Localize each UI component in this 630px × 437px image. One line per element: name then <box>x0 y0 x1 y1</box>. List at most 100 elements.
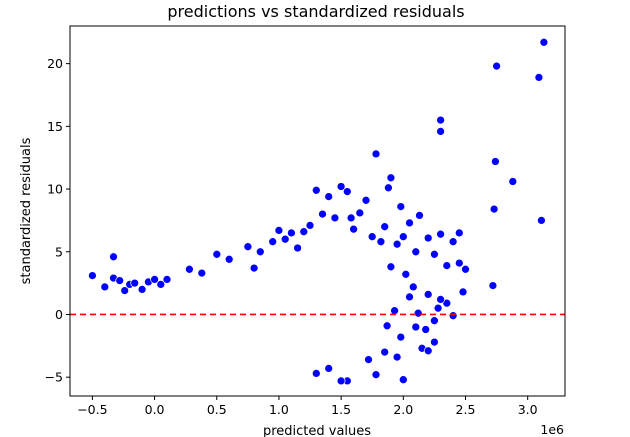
plot-frame <box>69 25 566 397</box>
data-point <box>413 308 423 318</box>
data-point <box>436 229 445 239</box>
x-axis-offset-label: 1e6 <box>540 422 564 437</box>
data-point <box>436 295 445 304</box>
data-point <box>454 258 464 268</box>
x-tick-label: 2.5 <box>456 402 476 417</box>
data-point <box>408 282 418 292</box>
data-point <box>492 61 501 71</box>
data-point <box>268 237 278 247</box>
data-point <box>401 269 411 279</box>
data-point <box>346 213 356 223</box>
data-point <box>243 242 253 252</box>
data-point <box>396 332 406 342</box>
data-point <box>442 298 452 308</box>
data-point <box>423 233 433 243</box>
data-point <box>115 276 125 285</box>
data-point <box>224 254 234 264</box>
data-point <box>386 262 396 272</box>
data-point <box>415 211 424 220</box>
x-axis-label: predicted values <box>263 424 371 437</box>
data-point <box>384 183 393 193</box>
data-point <box>411 322 421 332</box>
data-point <box>330 213 340 223</box>
data-point <box>386 173 396 183</box>
data-point <box>430 337 439 347</box>
data-point <box>324 192 334 201</box>
data-point <box>342 187 352 196</box>
data-point <box>398 375 408 385</box>
data-point <box>534 73 544 82</box>
data-point <box>280 234 290 244</box>
data-point <box>336 182 346 191</box>
data-point <box>299 227 309 237</box>
data-point <box>392 239 402 249</box>
data-point <box>100 282 110 292</box>
y-tick-label: 10 <box>47 182 63 197</box>
y-tick-label: 15 <box>47 119 63 134</box>
data-point <box>349 224 358 234</box>
x-tick-label: 3.0 <box>518 402 538 417</box>
data-point <box>380 347 390 357</box>
data-point <box>324 364 334 373</box>
data-point <box>436 115 445 125</box>
x-tick-label: 1.5 <box>331 402 351 417</box>
data-point <box>371 149 381 159</box>
data-point <box>382 321 392 331</box>
data-point <box>405 218 414 228</box>
data-point <box>491 157 500 166</box>
data-point <box>454 228 464 238</box>
data-point <box>423 346 433 356</box>
data-point <box>120 286 130 295</box>
data-point <box>255 247 265 257</box>
data-point <box>185 264 194 274</box>
data-point <box>109 252 118 262</box>
data-point <box>537 216 546 225</box>
data-point <box>318 209 327 219</box>
data-point <box>305 221 315 230</box>
data-point <box>489 204 499 214</box>
x-axis-ticks: −0.5 0.0 0.5 1.0 1.5 2.0 2.5 3.0 <box>77 396 538 417</box>
data-point <box>293 243 302 253</box>
data-point <box>461 264 470 274</box>
data-point <box>212 249 222 259</box>
x-tick-label: −0.5 <box>77 402 107 417</box>
data-point <box>88 271 97 280</box>
x-tick-label: 0.5 <box>207 402 227 417</box>
data-point <box>405 292 414 302</box>
data-point <box>411 247 421 257</box>
data-point <box>137 285 147 294</box>
data-point <box>398 232 408 242</box>
data-point <box>274 226 284 235</box>
y-tick-label: 20 <box>47 56 63 71</box>
data-point <box>392 352 402 362</box>
data-point <box>396 202 406 211</box>
x-tick-label: 1.0 <box>269 402 289 417</box>
data-point <box>488 281 498 290</box>
y-tick-label: 5 <box>55 244 63 259</box>
data-point <box>380 222 390 232</box>
data-point <box>430 316 439 326</box>
data-point <box>311 369 321 378</box>
y-axis-ticks: −5 0 5 10 15 20 <box>45 56 70 385</box>
data-point <box>442 261 452 270</box>
data-point <box>539 37 549 47</box>
data-point <box>367 232 377 242</box>
chart-title: predictions vs standardized residuals <box>167 2 464 21</box>
x-tick-label: 2.0 <box>393 402 413 417</box>
data-point <box>150 275 159 284</box>
data-point <box>361 195 371 205</box>
data-point <box>421 325 431 334</box>
data-point <box>376 237 386 247</box>
data-point <box>390 306 399 316</box>
data-point <box>448 311 458 321</box>
data-point <box>311 185 321 195</box>
data-point <box>364 355 373 364</box>
data-point <box>130 278 140 288</box>
data-point <box>430 249 439 259</box>
y-axis-label: standardized residuals <box>19 137 34 284</box>
y-tick-label: 0 <box>55 307 63 322</box>
data-point <box>355 208 365 218</box>
data-point <box>162 275 172 284</box>
